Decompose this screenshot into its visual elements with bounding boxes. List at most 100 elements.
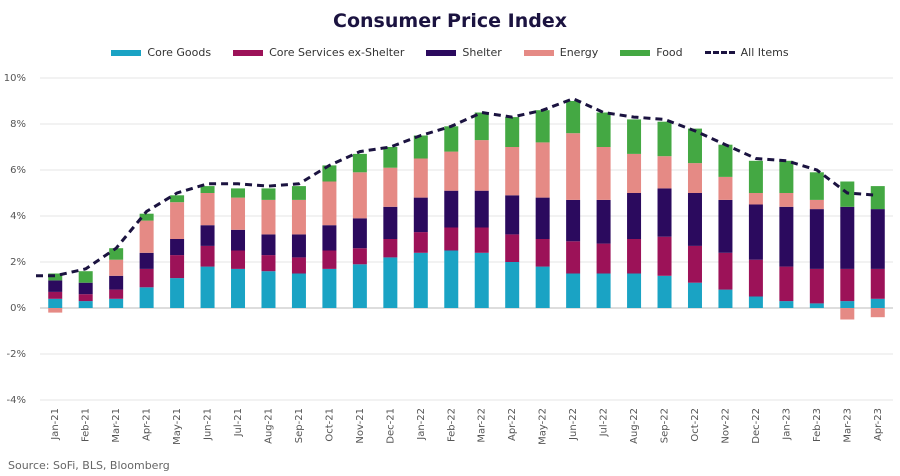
bar-food	[474, 112, 489, 141]
bar-food	[627, 119, 642, 154]
bar-core-services-ex-shelter	[535, 239, 550, 267]
bar-core-services-ex-shelter	[840, 268, 855, 302]
bar-energy	[291, 199, 306, 235]
bar-core-goods	[170, 278, 185, 308]
y-tick-label: 2%	[10, 257, 26, 268]
bar-shelter	[139, 252, 154, 269]
legend-item-energy: Energy	[523, 46, 598, 59]
chart-title: Consumer Price Index	[333, 10, 567, 32]
bar-shelter	[413, 197, 428, 233]
bar-core-services-ex-shelter	[78, 294, 93, 302]
bar-energy	[322, 181, 337, 226]
bar-energy	[870, 308, 885, 318]
bar-food	[48, 273, 63, 281]
x-tick-label: Jun-22	[568, 408, 579, 441]
bar-core-services-ex-shelter	[352, 248, 367, 265]
x-tick-label: Sep-22	[660, 408, 671, 443]
bar-shelter	[748, 204, 763, 260]
bar-core-goods	[200, 266, 215, 308]
legend-item-food: Food	[620, 46, 683, 59]
bar-shelter	[870, 209, 885, 269]
bar-core-goods	[322, 268, 337, 308]
bar-core-goods	[444, 250, 459, 308]
x-tick-label: Sep-21	[294, 408, 305, 443]
bar-shelter	[109, 275, 124, 290]
legend-swatch-core-services	[233, 49, 264, 56]
bar-core-goods	[566, 273, 581, 308]
bar-core-services-ex-shelter	[870, 268, 885, 299]
legend-swatch-core-goods	[111, 49, 142, 56]
x-tick-label: Feb-23	[812, 408, 823, 442]
bar-energy	[627, 153, 642, 193]
bar-energy	[383, 167, 398, 207]
bar-energy	[840, 308, 855, 320]
x-tick-label: Aug-21	[263, 408, 274, 444]
bar-food	[78, 271, 93, 283]
bar-food	[566, 101, 581, 134]
x-tick-label: Mar-23	[842, 408, 853, 443]
bar-food	[383, 147, 398, 168]
x-tick-label: Aug-22	[629, 408, 640, 444]
bar-food	[352, 153, 367, 173]
bar-core-goods	[596, 273, 611, 308]
bar-food	[200, 186, 215, 193]
bar-core-services-ex-shelter	[687, 245, 702, 283]
legend-item-shelter: Shelter	[426, 46, 502, 59]
bar-core-goods	[779, 301, 794, 308]
bar-core-services-ex-shelter	[809, 268, 824, 304]
bar-core-goods	[261, 271, 276, 308]
bar-shelter	[474, 190, 489, 228]
x-tick-label: May-22	[538, 408, 549, 445]
bar-energy	[596, 147, 611, 200]
legend-item-core-services: Core Services ex-Shelter	[233, 46, 404, 59]
x-tick-label: Dec-21	[385, 408, 396, 444]
bar-core-services-ex-shelter	[200, 245, 215, 267]
bar-core-services-ex-shelter	[779, 266, 794, 302]
bar-core-goods	[474, 252, 489, 308]
bar-food	[231, 188, 246, 198]
bar-shelter	[48, 280, 63, 292]
legend-swatch-all-items	[704, 51, 735, 54]
bar-core-goods	[809, 303, 824, 308]
bar-core-services-ex-shelter	[109, 289, 124, 299]
bar-core-goods	[231, 268, 246, 308]
bar-shelter	[200, 225, 215, 246]
x-tick-label: Jan-22	[416, 408, 427, 441]
bar-energy	[200, 193, 215, 226]
bar-shelter	[444, 190, 459, 228]
bar-core-goods	[687, 282, 702, 308]
bar-core-services-ex-shelter	[261, 255, 276, 272]
bar-shelter	[505, 195, 520, 235]
bar-energy	[139, 220, 154, 253]
y-tick-label: 6%	[10, 165, 26, 176]
y-tick-label: 8%	[10, 119, 26, 130]
legend-label-shelter: Shelter	[462, 46, 502, 59]
bar-food	[779, 160, 794, 193]
bar-shelter	[840, 206, 855, 269]
bar-food	[291, 186, 306, 200]
bar-food	[444, 126, 459, 152]
bar-core-services-ex-shelter	[444, 227, 459, 251]
bar-core-goods	[505, 262, 520, 308]
x-tick-label: Jan-21	[50, 408, 61, 441]
bar-energy	[809, 199, 824, 210]
x-tick-label: Mar-22	[477, 408, 488, 443]
bar-core-goods	[627, 273, 642, 308]
bar-food	[748, 160, 763, 193]
x-tick-label: Jan-23	[781, 408, 792, 441]
bar-core-services-ex-shelter	[383, 239, 398, 258]
bar-food	[261, 188, 276, 200]
bar-food	[109, 248, 124, 260]
bar-core-goods	[352, 264, 367, 308]
bar-core-services-ex-shelter	[718, 252, 733, 290]
bar-food	[870, 186, 885, 210]
bar-energy	[170, 202, 185, 239]
bar-shelter	[322, 225, 337, 251]
bar-core-goods	[291, 273, 306, 308]
bar-energy	[444, 151, 459, 191]
bar-food	[657, 121, 672, 157]
bar-shelter	[779, 206, 794, 267]
x-tick-label: Jul-21	[233, 408, 244, 437]
bar-core-services-ex-shelter	[231, 250, 246, 269]
x-tick-label: Mar-21	[111, 408, 122, 443]
